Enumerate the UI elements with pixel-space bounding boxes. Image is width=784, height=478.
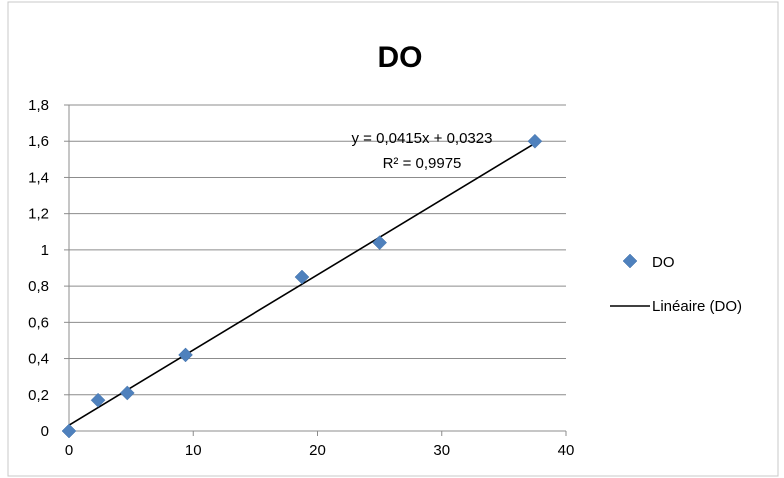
y-tick-label: 1 [41,242,49,259]
trendline-r-squared: R² = 0,9975 [383,155,462,172]
chart-title: DO [378,41,423,74]
data-point [178,347,193,363]
x-tick-label: 30 [433,442,450,459]
x-tick-label: 10 [185,442,202,459]
y-tick-label: 0,6 [28,314,49,331]
x-tick-label: 40 [558,442,575,459]
legend-label-trend: Linéaire (DO) [652,298,742,315]
y-tick-label: 1,2 [28,206,49,223]
x-tick-label: 20 [309,442,326,459]
y-tick-label: 0,2 [28,387,49,404]
y-tick-label: 1,6 [28,133,49,150]
legend: DO Linéaire (DO) [610,253,742,315]
x-tick-label: 0 [65,442,73,459]
grid [69,104,566,396]
y-tick-label: 1,4 [28,169,49,186]
y-tick-label: 0,8 [28,278,49,295]
axes: 0 0,2 0,4 0,6 0,8 1 1,2 1,4 1,6 1,8 0 10 20 30 40 [28,97,574,459]
chart-frame [7,1,779,477]
legend-marker-do [622,253,638,269]
data-points [61,133,543,439]
trendline-equation: y = 0,0415x + 0,0323 [352,130,493,147]
data-point [61,423,77,439]
y-tick-label: 1,8 [28,97,49,114]
data-point [119,385,135,401]
data-point [527,133,543,149]
y-tick-label: 0 [41,423,49,440]
legend-label-do: DO [652,254,675,271]
y-tick-label: 0,4 [28,351,49,368]
data-point [294,269,310,285]
data-point [372,235,387,250]
data-point [90,392,106,408]
